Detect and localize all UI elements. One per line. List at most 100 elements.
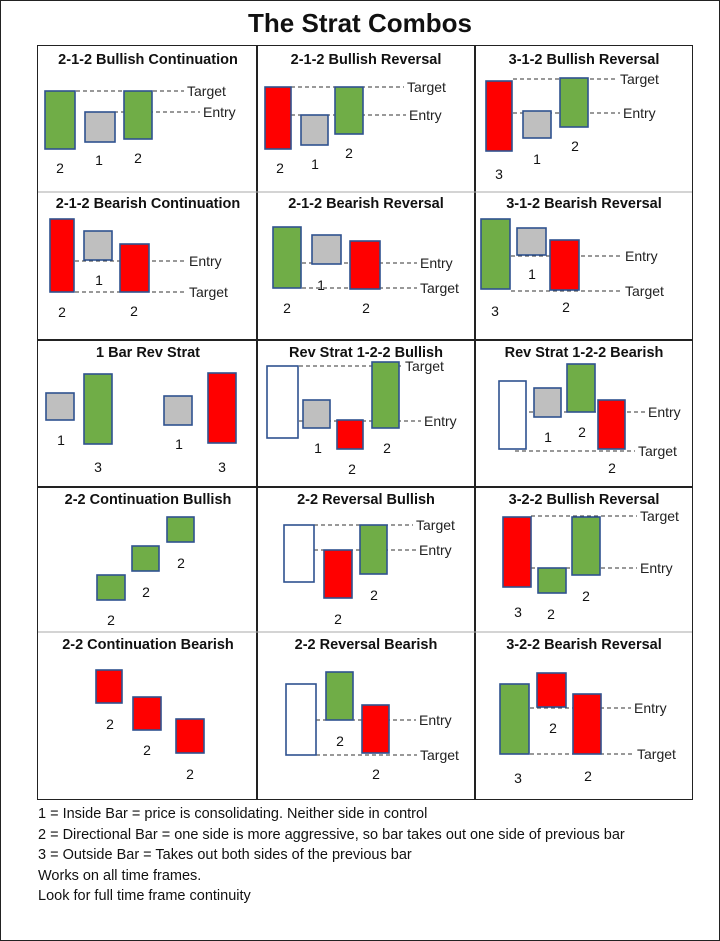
bar-number: 2 (334, 611, 342, 627)
bear-bar (336, 419, 364, 450)
entry-label: Entry (634, 700, 667, 716)
card-title: 2-2 Continuation Bearish (62, 637, 234, 653)
bar-number: 2 (370, 587, 378, 603)
bar-number: 2 (608, 460, 616, 476)
bull-bar (44, 90, 76, 150)
inside-bar (163, 395, 193, 426)
target-label: Target (187, 83, 226, 99)
combo-card: 2-2 Continuation Bearish 2 2 2 (62, 637, 234, 782)
bear-bar (572, 693, 602, 755)
inside-bar (84, 111, 116, 143)
bear-bar (264, 86, 292, 150)
bar-number: 2 (107, 612, 115, 628)
bar-number: 2 (372, 766, 380, 782)
hollow-bar (266, 365, 299, 439)
bear-bar (485, 80, 513, 152)
entry-label: Entry (648, 404, 681, 420)
combo-card: 2-2 Reversal Bearish Entry Target 2 2 (285, 637, 459, 782)
entry-label: Entry (420, 255, 453, 271)
bear-bar (119, 243, 150, 293)
bar-number: 3 (218, 459, 226, 475)
inside-bar (522, 110, 552, 139)
inside-bar (533, 387, 562, 418)
combo-card: 1 Bar Rev Strat 1 3 1 3 (45, 345, 237, 475)
hollow-bar (283, 524, 315, 583)
legend-directional-bar: 2 = Directional Bar = one side is more a… (38, 826, 625, 843)
target-label: Target (640, 508, 679, 524)
entry-label: Entry (419, 542, 452, 558)
bar-number: 2 (547, 606, 555, 622)
bar-number: 2 (186, 766, 194, 782)
card-title: Rev Strat 1-2-2 Bullish (289, 345, 443, 361)
card-title: Rev Strat 1-2-2 Bearish (505, 345, 664, 361)
inside-bar (302, 399, 331, 429)
bear-bar (323, 549, 353, 599)
target-label: Target (625, 283, 664, 299)
bar-number: 2 (578, 424, 586, 440)
bar-number: 2 (143, 742, 151, 758)
target-label: Target (638, 443, 677, 459)
bar-number: 1 (175, 436, 183, 452)
target-label: Target (407, 79, 446, 95)
bull-bar (96, 574, 126, 601)
card-title: 2-1-2 Bearish Continuation (56, 196, 241, 212)
bar-number: 2 (584, 768, 592, 784)
combo-card: 3-2-2 Bearish Reversal Entry Target 3 2 2 (499, 637, 676, 786)
card-title: 2-2 Reversal Bearish (295, 637, 438, 653)
bull-bar (83, 373, 113, 445)
page-title: The Strat Combos (248, 8, 472, 38)
combo-card: 2-1-2 Bearish Reversal Entry Target 2 1 2 (272, 196, 459, 316)
bar-number: 2 (571, 138, 579, 154)
inside-bar (45, 392, 75, 421)
bar-number: 2 (130, 303, 138, 319)
legend-continuity: Look for full time frame continuity (38, 888, 251, 904)
inside-bar (311, 234, 342, 265)
bull-bar (499, 683, 530, 755)
card-title: 2-1-2 Bullish Reversal (291, 52, 442, 68)
combo-card: Rev Strat 1-2-2 Bearish Entry Target 1 2 2 (498, 345, 681, 476)
entry-label: Entry (640, 560, 673, 576)
bar-number: 1 (317, 277, 325, 293)
inside-bar (83, 230, 113, 261)
combo-card: 3-1-2 Bearish Reversal Entry Target 3 1 2 (480, 196, 664, 319)
bull-bar (537, 567, 567, 594)
combo-card: 2-1-2 Bullish Continuation Target Entry 2 1 2 (44, 52, 238, 176)
bear-bar (536, 672, 567, 708)
combo-card: 2-2 Reversal Bullish Target Entry 2 2 (283, 492, 455, 627)
card-title: 2-1-2 Bullish Continuation (58, 52, 238, 68)
combo-card: 3-1-2 Bullish Reversal Target Entry 3 1 2 (485, 52, 660, 182)
bar-number: 2 (336, 733, 344, 749)
bar-number: 2 (276, 160, 284, 176)
bar-number: 2 (345, 145, 353, 161)
bar-number: 2 (58, 304, 66, 320)
legend-outside-bar: 3 = Outside Bar = Takes out both sides o… (38, 847, 412, 863)
bull-bar (325, 671, 354, 721)
target-label: Target (620, 71, 659, 87)
card-title: 3-1-2 Bearish Reversal (506, 196, 662, 212)
bull-bar (334, 86, 364, 135)
card-title: 3-1-2 Bullish Reversal (509, 52, 660, 68)
entry-label: Entry (623, 105, 656, 121)
bull-bar (571, 516, 601, 576)
bar-number: 2 (383, 440, 391, 456)
bar-number: 1 (533, 151, 541, 167)
bar-number: 1 (544, 429, 552, 445)
entry-label: Entry (625, 248, 658, 264)
hollow-bar (498, 380, 527, 450)
bar-number: 2 (134, 150, 142, 166)
card-title: 3-2-2 Bullish Reversal (509, 492, 660, 508)
legend-inside-bar: 1 = Inside Bar = price is consolidating.… (38, 806, 428, 822)
bear-bar (132, 696, 162, 731)
bear-bar (502, 516, 532, 588)
hollow-bar (285, 683, 317, 756)
inside-bar (300, 114, 329, 146)
bar-number: 1 (95, 272, 103, 288)
bear-bar (207, 372, 237, 444)
bear-bar (49, 218, 75, 293)
combo-card: 2-1-2 Bearish Continuation Entry Target 2 1 2 (49, 196, 241, 320)
entry-label: Entry (203, 104, 236, 120)
bull-bar (272, 226, 302, 289)
entry-label: Entry (409, 107, 442, 123)
card-title: 2-1-2 Bearish Reversal (288, 196, 444, 212)
